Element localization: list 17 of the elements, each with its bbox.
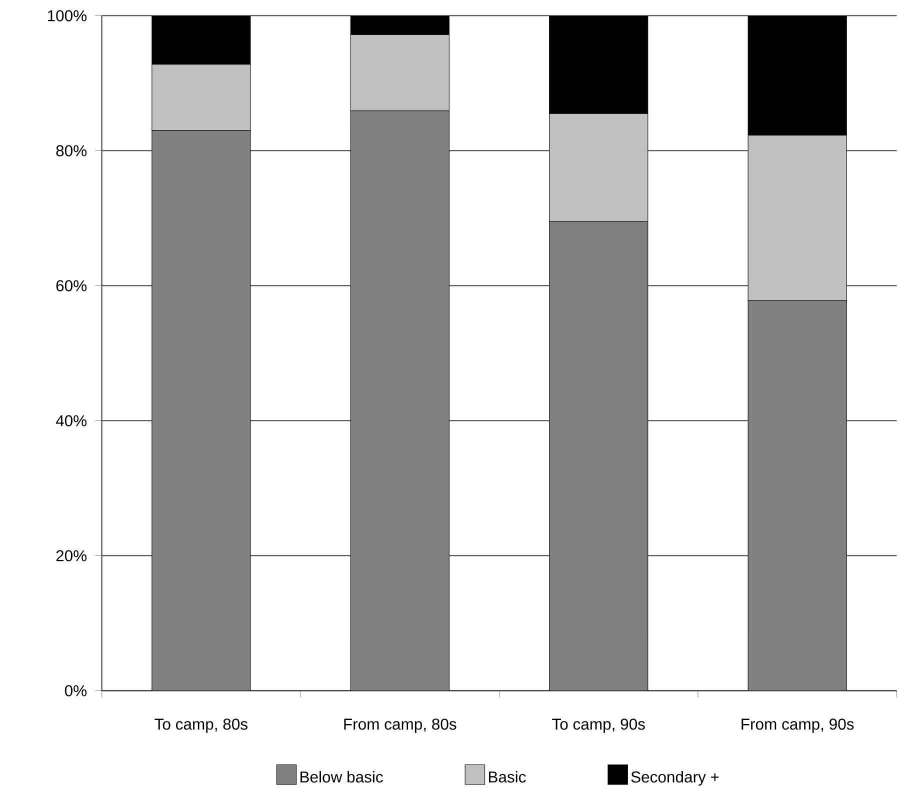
legend-label: Secondary + (631, 770, 719, 786)
y-tick-label: 60% (56, 280, 87, 292)
legend-label: Below basic (300, 770, 383, 782)
bar (350, 110, 450, 691)
x-tick-label: To camp, 80s (154, 718, 248, 733)
y-tick-label: 20% (56, 550, 87, 562)
y-tick-label: 40% (56, 415, 87, 426)
y-tick-label: 0% (64, 685, 87, 696)
x-tick-label: From camp, 90s (742, 718, 854, 733)
bar (748, 300, 847, 691)
y-tick-label: 100% (48, 10, 87, 22)
legend-label: Basic (488, 770, 526, 782)
x-tick-label: To camp, 90s (552, 718, 645, 733)
x-tick-label: From camp, 80s (344, 718, 456, 733)
bar (549, 221, 648, 691)
bar (152, 130, 251, 691)
y-tick-label: 80% (56, 145, 87, 156)
